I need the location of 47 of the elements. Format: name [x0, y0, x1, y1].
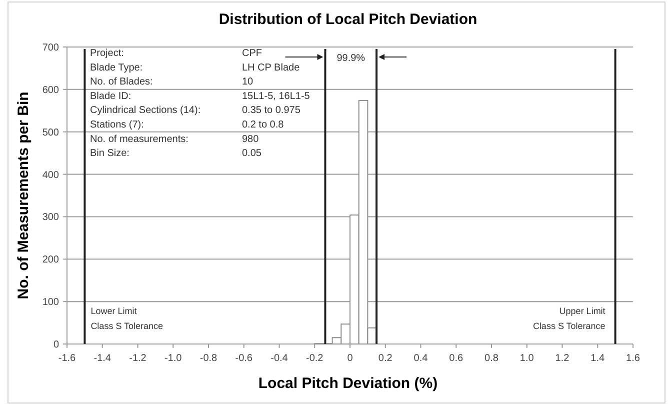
annotation: 10 [242, 76, 254, 88]
annotation: CPF [242, 48, 262, 59]
annotation: 0.05 [242, 148, 262, 160]
ref-line-label: Lower Limit Class S Tolerance [90, 306, 164, 331]
y-axis-title: No. of Measurements per Bin [15, 92, 32, 300]
ref-line-label: Upper Limit Class S Tolerance [532, 306, 606, 331]
x-tick-label: 0 [347, 353, 354, 364]
annotation: No. of Blades: [90, 76, 153, 88]
x-tick-label: -0.8 [200, 353, 218, 364]
x-tick-label: 1.6 [626, 353, 640, 364]
x-tick-label: -1.0 [164, 353, 182, 364]
annotation: Stations (7): [90, 120, 144, 130]
x-tick-label: 0.4 [414, 353, 428, 364]
x-tick-label: 0.6 [449, 353, 464, 364]
x-tick-label: 1.0 [520, 353, 534, 364]
annotation: Bin Size: [90, 148, 130, 160]
x-tick-label: 0.2 [378, 353, 393, 364]
annotation: 99.9% [336, 53, 366, 64]
x-tick-label: 1.4 [590, 353, 606, 364]
y-tick-label: 200 [42, 254, 60, 266]
x-tick-label: -1.4 [94, 353, 112, 364]
x-tick-label: -0.6 [235, 353, 253, 364]
y-tick-label: 500 [42, 127, 60, 138]
x-tick-label: 1.2 [555, 353, 570, 364]
x-tick-label: 0.8 [484, 353, 499, 364]
y-tick-label: 0 [53, 340, 60, 350]
annotation: 0.2 to 0.8 [242, 120, 284, 130]
annotation: Blade Type: [90, 62, 143, 74]
annotation: No. of measurements: [90, 134, 188, 145]
x-tick-label: -1.2 [129, 353, 147, 364]
annotation: LH CP Blade [242, 62, 300, 74]
annotation: Project: [90, 48, 124, 59]
annotation: 0.35 to 0.975 [242, 105, 301, 116]
y-tick-label: 400 [42, 170, 60, 181]
annotation: 980 [242, 134, 260, 145]
annotation: Blade ID: [90, 90, 132, 102]
annotation: 15L1-5, 16L1-5 [242, 90, 310, 102]
y-tick-label: 600 [42, 84, 60, 96]
chart-title: Distribution of Local Pitch Deviation [218, 11, 478, 28]
annotation: Cylindrical Sections (14): [90, 105, 201, 116]
x-tick-label: -0.4 [270, 353, 288, 364]
y-tick-label: 300 [42, 212, 60, 224]
x-tick-label: -0.2 [306, 353, 324, 364]
x-axis-title: Local Pitch Deviation (%) [258, 375, 438, 392]
y-tick-label: 100 [42, 297, 60, 308]
x-tick-label: -1.6 [58, 353, 76, 364]
y-tick-label: 700 [42, 42, 60, 54]
